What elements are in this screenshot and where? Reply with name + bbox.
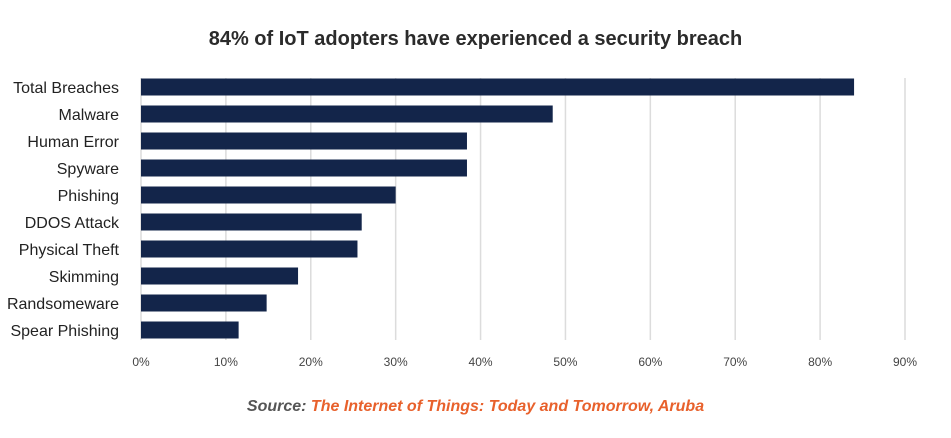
x-tick-label: 50% <box>553 355 577 369</box>
x-tick-label: 40% <box>469 355 493 369</box>
category-label: Phishing <box>58 188 119 205</box>
bar <box>141 294 267 312</box>
category-label: Malware <box>59 107 120 124</box>
category-label: Total Breaches <box>13 80 119 97</box>
x-tick-label: 0% <box>132 355 150 369</box>
x-tick-label: 60% <box>638 355 662 369</box>
x-tick-label: 70% <box>723 355 747 369</box>
category-label: Physical Theft <box>19 242 120 259</box>
category-labels: Total Breaches Malware Human Error Spyware P… <box>7 80 120 340</box>
source-line: Source: The Internet of Things: Today an… <box>0 398 951 416</box>
chart-title: 84% of IoT adopters have experienced a s… <box>208 28 743 50</box>
category-label: Spear Phishing <box>10 323 119 340</box>
source-text: The Internet of Things: Today and Tomorr… <box>310 398 705 415</box>
category-label: Randsomeware <box>7 296 119 313</box>
x-tick-label: 20% <box>299 355 323 369</box>
bar <box>141 240 358 258</box>
bar <box>141 78 855 96</box>
x-tick-label: 90% <box>893 355 917 369</box>
category-label: Skimming <box>49 269 119 286</box>
category-label: Human Error <box>27 134 119 151</box>
bar <box>141 213 362 231</box>
bars <box>141 78 855 339</box>
bar <box>141 105 553 123</box>
source-prefix: Source: <box>246 398 307 415</box>
x-tick-label: 80% <box>808 355 832 369</box>
category-label: Spyware <box>57 161 119 178</box>
bar <box>141 159 467 177</box>
bar <box>141 321 239 339</box>
x-tick-label: 10% <box>214 355 238 369</box>
bar <box>141 132 467 150</box>
category-label: DDOS Attack <box>25 215 120 232</box>
bar <box>141 267 299 285</box>
x-tick-label: 30% <box>384 355 408 369</box>
x-tick-labels: 0% 10% 20% 30% 40% 50% 60% 70% 80% 90% <box>132 355 917 369</box>
bar <box>141 186 396 204</box>
